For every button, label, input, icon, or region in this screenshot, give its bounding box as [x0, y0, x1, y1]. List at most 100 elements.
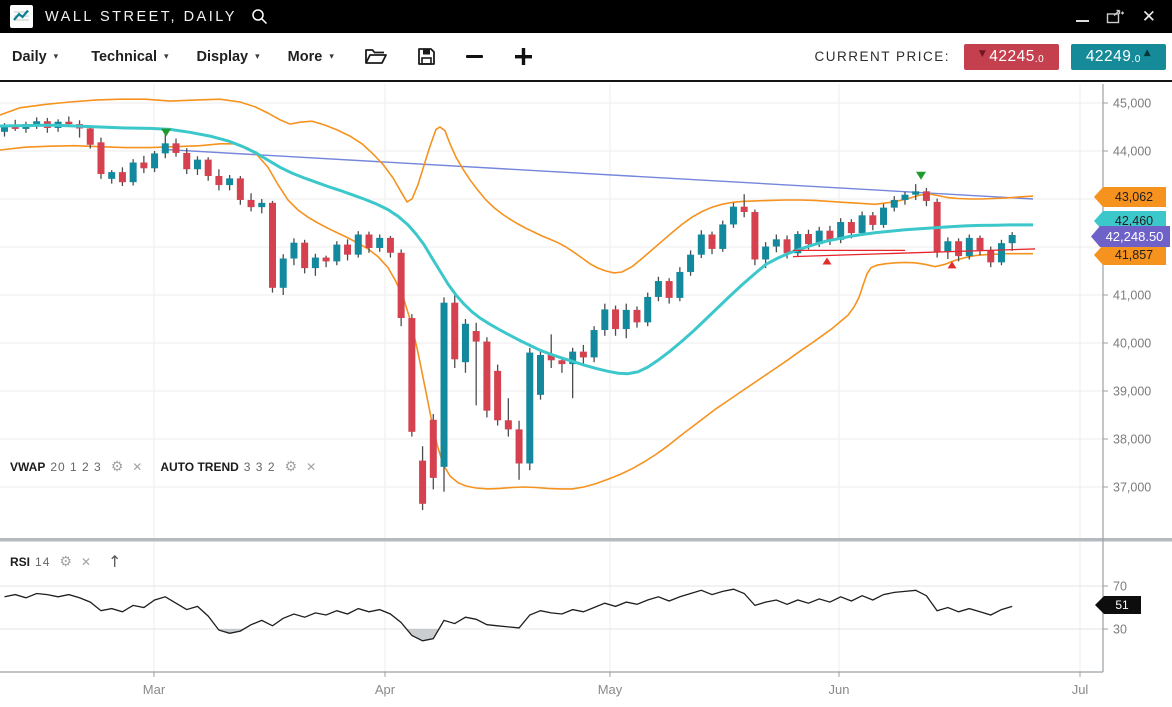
rsi-value-tag: 51 [1095, 596, 1141, 614]
candle [204, 159, 212, 176]
gear-icon[interactable]: ⚙ [284, 459, 298, 475]
save-icon[interactable] [417, 47, 436, 66]
buy-marker-icon [822, 257, 832, 265]
candle [376, 237, 384, 248]
candle [269, 202, 276, 288]
candle [880, 207, 888, 225]
candle [311, 257, 319, 269]
display-menu[interactable]: Display ▾ [196, 48, 260, 65]
minimize-button[interactable] [1075, 12, 1089, 22]
chart-area: 45,00044,00043,00042,00041,00040,00039,0… [0, 84, 1172, 707]
candle [762, 246, 770, 260]
main-indicator-legend: VWAP 20 1 2 3 ⚙ ✕ AUTO TREND 3 3 2 ⚙ ✕ [10, 459, 316, 475]
title-bar: WALL STREET, DAILY ✕ [0, 0, 1172, 33]
candle [97, 142, 105, 175]
candle [997, 243, 1005, 263]
candle [129, 162, 137, 183]
y-axis-label: 40,000 [1113, 337, 1151, 351]
search-icon[interactable] [251, 8, 268, 25]
lower-band-price-tag: 41,857 [1094, 245, 1166, 265]
rsi-level-label: 30 [1113, 623, 1127, 637]
autotrend-label: AUTO TREND [160, 460, 239, 474]
candle [912, 191, 920, 195]
candle [247, 199, 255, 208]
sell-marker-icon [916, 171, 926, 180]
candle [612, 309, 620, 330]
chevron-down-icon: ▾ [255, 51, 260, 62]
last-price-tag: 42,248.50 [1091, 226, 1170, 247]
vwap-label: VWAP [10, 460, 46, 474]
candle [408, 318, 416, 432]
chart-canvas[interactable]: 45,00044,00043,00042,00041,00040,00039,0… [0, 84, 1172, 707]
candle [451, 302, 459, 360]
candle [429, 419, 437, 478]
candle [590, 330, 598, 358]
candle [654, 281, 662, 297]
candle [558, 360, 566, 365]
candle [644, 296, 652, 323]
bid-price-badge: ▼ 42245.0 [964, 43, 1059, 70]
candle [901, 194, 909, 200]
timeframe-menu[interactable]: Daily ▾ [12, 48, 59, 65]
candle [301, 242, 309, 269]
candle [419, 460, 427, 504]
candle [461, 323, 469, 363]
candle [11, 126, 19, 129]
move-pane-up-icon[interactable]: ↑ [108, 552, 122, 571]
close-icon[interactable]: ✕ [132, 460, 143, 474]
window-title: WALL STREET, DAILY [45, 8, 237, 25]
candle [279, 258, 287, 288]
candle [258, 202, 266, 208]
candle [193, 159, 201, 170]
candle [183, 152, 191, 170]
technical-menu[interactable]: Technical ▾ [91, 48, 169, 65]
vwap-params: 20 1 2 3 [50, 460, 102, 474]
candle [504, 420, 512, 430]
y-axis-label: 38,000 [1113, 433, 1151, 447]
candle [494, 370, 502, 421]
zoom-out-button[interactable] [465, 54, 483, 59]
x-axis-label: May [598, 682, 623, 697]
vwap-line [0, 123, 1033, 376]
open-folder-icon[interactable] [364, 47, 387, 66]
rsi-oversold-fill [406, 629, 439, 641]
x-axis-label: Jul [1072, 682, 1089, 697]
gear-icon[interactable]: ⚙ [110, 459, 124, 475]
candle [708, 234, 716, 249]
close-button[interactable]: ✕ [1141, 7, 1156, 26]
candle [976, 237, 984, 251]
candle [151, 153, 159, 169]
gear-icon[interactable]: ⚙ [59, 553, 72, 570]
close-icon[interactable]: ✕ [306, 460, 317, 474]
candle [140, 162, 148, 169]
x-axis-label: Apr [375, 682, 396, 697]
red-trendline [792, 248, 1036, 258]
candle [440, 302, 448, 467]
app-logo-icon [10, 5, 33, 28]
zoom-in-button[interactable] [513, 46, 534, 67]
candle [922, 191, 930, 201]
candle [397, 252, 405, 319]
candle [869, 215, 877, 225]
candle [290, 242, 298, 259]
more-menu[interactable]: More ▾ [287, 48, 334, 65]
candle [794, 234, 802, 254]
popout-button[interactable] [1106, 9, 1125, 25]
candle [118, 172, 126, 183]
rsi-label: RSI [10, 554, 31, 569]
sell-marker-icon [161, 128, 171, 137]
candle [472, 331, 480, 342]
blue-trendline [165, 148, 1034, 200]
candle [633, 309, 641, 323]
candle [622, 309, 630, 330]
close-icon[interactable]: ✕ [80, 554, 91, 569]
candle [86, 128, 94, 145]
candle [740, 206, 748, 212]
rsi-indicator-legend: RSI 14 ⚙ ✕ ↑ [10, 552, 121, 571]
y-axis-label: 45,000 [1113, 97, 1151, 111]
candle [547, 355, 555, 361]
candle [676, 271, 684, 298]
chevron-down-icon: ▾ [53, 51, 59, 62]
candle [815, 230, 823, 245]
